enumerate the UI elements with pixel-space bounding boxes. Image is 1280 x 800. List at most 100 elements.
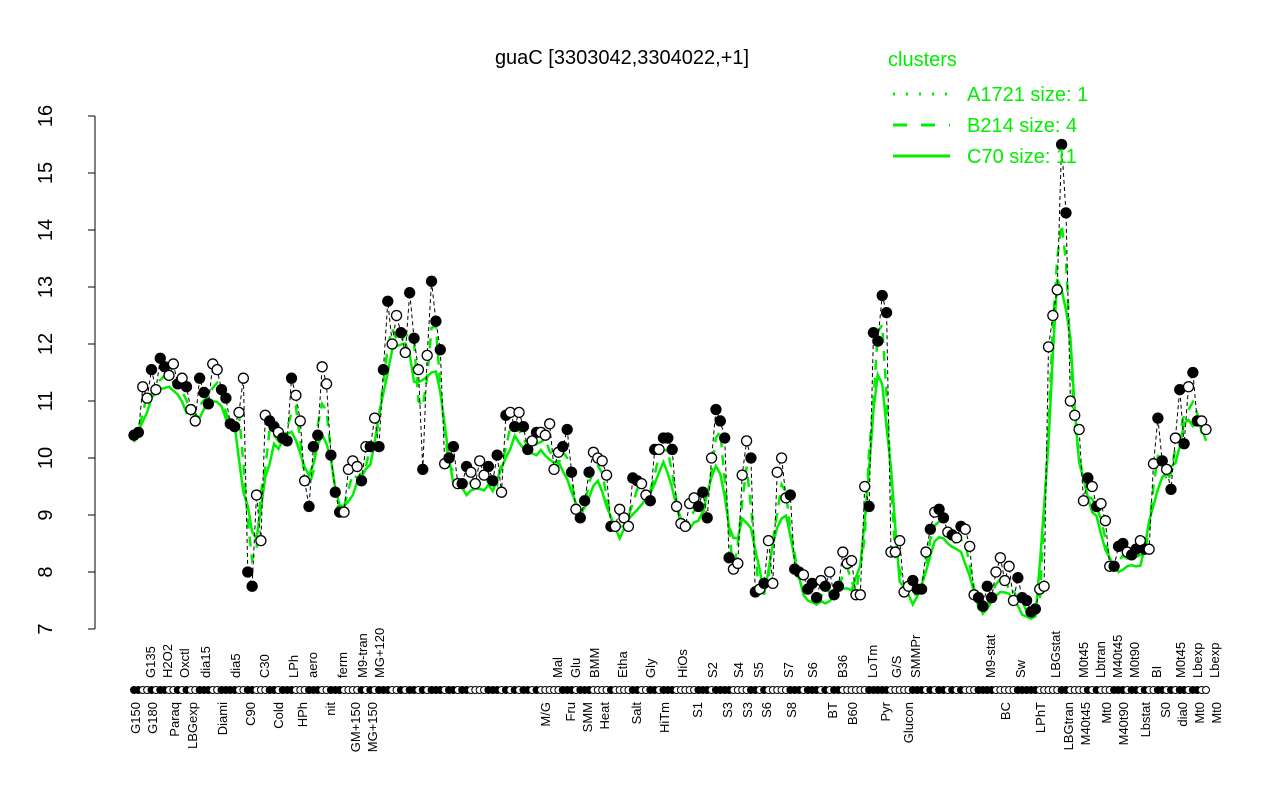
data-point [697, 486, 709, 498]
data-point [710, 403, 722, 416]
data-point [1073, 423, 1085, 436]
x-tick-label: S6 [805, 662, 820, 678]
x-tick-label: HiOs [675, 649, 690, 678]
x-tick-label: SMM [580, 702, 595, 732]
data-point [325, 449, 337, 461]
data-point [456, 477, 468, 490]
data-point [644, 495, 656, 507]
legend-title: clusters [888, 49, 957, 71]
data-point [915, 583, 928, 595]
data-point [609, 520, 621, 533]
data-point [404, 287, 416, 299]
data-point [202, 398, 215, 410]
x-tick-label: Lbstat [1138, 702, 1153, 738]
data-point [163, 369, 175, 382]
x-tick-label: G/S [889, 655, 904, 678]
x-tick-label: S4 [731, 662, 746, 678]
x-tick-label: BT [825, 702, 840, 719]
x-tick-label: Heat [597, 702, 612, 730]
legend-entry-c70: C70 size: 11 [967, 146, 1077, 168]
x-tick-label: Salt [629, 702, 644, 725]
data-point [1182, 381, 1195, 393]
data-point [662, 432, 674, 444]
data-point [692, 500, 705, 513]
data-point [622, 520, 635, 533]
data-point [320, 378, 333, 390]
data-point [670, 500, 683, 513]
data-point [1060, 207, 1072, 219]
data-point [469, 477, 481, 490]
data-point [237, 372, 250, 384]
data-point [985, 592, 998, 604]
data-point [771, 466, 783, 478]
x-tick-label: Fru [563, 702, 578, 722]
data-point [596, 455, 608, 467]
data-point [924, 523, 936, 535]
data-point [574, 512, 586, 524]
data-point [382, 295, 394, 307]
data-point [132, 426, 145, 439]
data-point [1077, 495, 1090, 507]
data-point [430, 315, 442, 327]
data-point [762, 535, 775, 547]
data-point [369, 412, 381, 424]
x-tick-label: BMM [587, 648, 602, 678]
data-point [701, 512, 713, 524]
data-point [412, 363, 425, 376]
y-tick-label: 16 [35, 105, 57, 127]
data-point [137, 381, 149, 393]
x-tick-label: G150 [128, 702, 143, 734]
data-point [242, 566, 254, 578]
y-tick-label: 15 [35, 162, 57, 184]
data-point [544, 418, 556, 430]
data-point [600, 469, 613, 481]
data-point [298, 475, 311, 487]
data-point [723, 552, 735, 564]
data-point [425, 275, 438, 287]
x-tick-label: Glu [568, 658, 583, 678]
data-point [740, 435, 753, 447]
data-point [351, 460, 363, 473]
data-points [128, 138, 1212, 694]
data-point [557, 440, 569, 453]
x-tick-label: S5 [751, 662, 766, 678]
data-point [797, 569, 810, 581]
data-point [150, 383, 162, 396]
data-point [167, 358, 180, 370]
data-point [211, 363, 223, 376]
data-point [1200, 423, 1212, 436]
data-point [990, 566, 1002, 578]
x-tick-label: Pyr [878, 701, 893, 721]
x-tick-label: M40t45 [1078, 702, 1093, 745]
x-tick-label: H2O2 [160, 644, 175, 678]
cluster-b214-line [132, 224, 1207, 618]
data-point [408, 332, 420, 344]
data-point [373, 440, 385, 453]
data-point [854, 589, 866, 601]
data-point [1169, 432, 1182, 444]
data-point [1099, 515, 1112, 527]
data-point [767, 577, 779, 590]
cluster-c70-line [133, 278, 1208, 621]
x-tick-label: LPhT [1033, 702, 1048, 733]
data-point [434, 344, 446, 356]
data-point [189, 415, 201, 427]
x-tick-label: Etha [615, 650, 630, 678]
x-tick-label: M/G [538, 702, 553, 727]
data-point [1051, 284, 1063, 296]
data-point [832, 580, 845, 592]
data-point [1165, 483, 1177, 496]
x-tick-label: nit [323, 702, 338, 716]
data-point [1086, 480, 1098, 493]
data-point [185, 403, 197, 416]
data-point [539, 429, 551, 441]
y-tick-label: 7 [35, 623, 57, 634]
data-point [1152, 412, 1164, 424]
cluster-lines [132, 224, 1208, 621]
data-point [312, 429, 324, 441]
data-point [517, 420, 530, 433]
data-point [1160, 463, 1173, 476]
data-point [1042, 341, 1055, 353]
data-point [859, 480, 871, 493]
